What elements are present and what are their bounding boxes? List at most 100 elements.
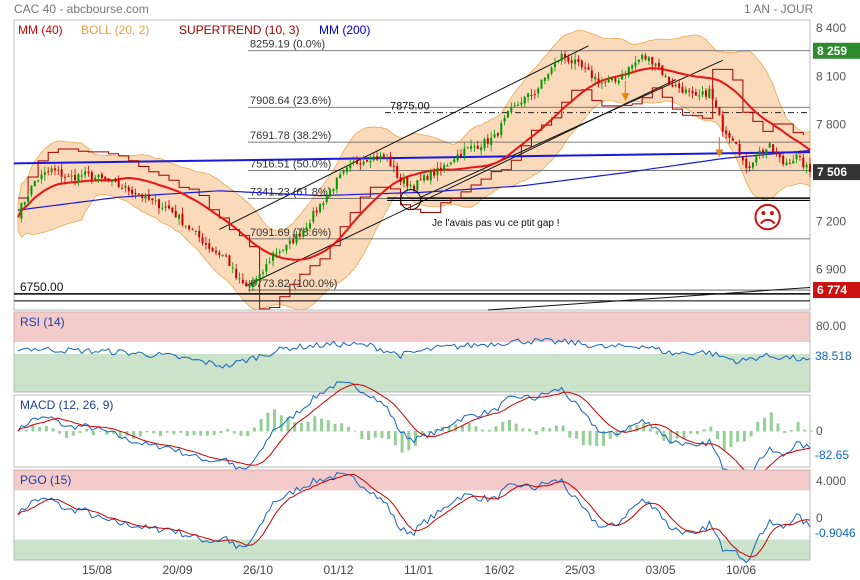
macd-histogram-bar (460, 425, 464, 432)
candle-body (584, 67, 587, 69)
candle-body (745, 158, 748, 168)
macd-histogram-bar (507, 419, 511, 432)
candle-body (735, 142, 738, 145)
macd-value: -82.65 (815, 448, 849, 462)
candle-body (540, 79, 543, 89)
candle-body (537, 88, 540, 94)
candle-body (295, 233, 298, 244)
macd-histogram-bar (541, 427, 545, 432)
candle-body (87, 171, 90, 174)
candle-body (50, 168, 53, 173)
candle-body (768, 143, 771, 148)
candle-body (600, 82, 603, 84)
macd-histogram-bar (145, 431, 149, 433)
candle-body (171, 207, 174, 213)
macd-histogram-bar (716, 431, 720, 440)
candle-body (456, 154, 459, 161)
macd-histogram-bar (346, 426, 350, 432)
macd-histogram-bar (554, 425, 558, 432)
candle-body (77, 174, 80, 182)
rsi-zone (14, 312, 810, 342)
macd-histogram-bar (239, 431, 243, 436)
legend-item-2: SUPERTREND (10, 3) (179, 23, 299, 37)
macd-histogram-bar (709, 426, 713, 432)
candle-body (211, 247, 214, 252)
candle-body (694, 92, 697, 96)
macd-histogram-bar (111, 431, 115, 434)
candle-body (661, 65, 664, 75)
candle-body (567, 56, 570, 62)
candle-body (329, 190, 332, 197)
candle-body (446, 165, 449, 167)
candle-body (500, 123, 503, 136)
candle-body (362, 161, 365, 165)
macd-histogram-bar (373, 431, 377, 438)
candle-body (470, 145, 473, 149)
candle-body (396, 166, 399, 178)
candle-body (30, 185, 33, 195)
candle-body (110, 180, 113, 182)
macd-histogram-bar (588, 431, 592, 446)
candle-body (379, 155, 382, 159)
candle-body (245, 282, 248, 287)
candle-body (483, 139, 486, 149)
candle-body (389, 156, 392, 167)
candle-body (94, 177, 97, 180)
macd-histogram-bar (447, 426, 451, 432)
price-tag-label-0: 8 259 (817, 44, 847, 58)
macd-histogram-bar (387, 431, 391, 440)
candle-body (198, 230, 201, 238)
x-tick-5: 16/02 (485, 563, 515, 577)
candle-body (610, 78, 614, 81)
candle-body (241, 279, 244, 284)
candle-body (486, 138, 489, 144)
x-tick-1: 20/09 (163, 563, 193, 577)
candle-body (416, 180, 419, 191)
candle-body (513, 105, 516, 107)
candle-body (412, 185, 416, 190)
macd-histogram-bar (380, 431, 384, 439)
candle-body (782, 155, 785, 165)
candle-body (429, 171, 432, 181)
gap-annotation: Je l'avais pas vu ce ptit gap ! (432, 218, 560, 229)
candle-body (527, 93, 530, 97)
candle-body (704, 90, 707, 97)
candle-body (788, 163, 791, 165)
candle-body (70, 175, 73, 177)
candle-body (238, 278, 241, 280)
macd-histogram-bar (615, 431, 619, 437)
candle-body (802, 157, 805, 168)
chart-period: 1 AN - JOUR (744, 2, 814, 16)
macd-histogram-bar (152, 431, 156, 434)
candle-body (137, 193, 140, 195)
macd-histogram-bar (407, 431, 411, 451)
candle-body (345, 167, 348, 173)
macd-histogram-bar (514, 423, 518, 432)
macd-histogram-bar (810, 430, 813, 432)
macd-histogram-bar (494, 426, 498, 432)
candle-body (302, 230, 305, 237)
candle-body (449, 162, 452, 165)
candle-body (355, 160, 358, 164)
pgo-zone (14, 470, 810, 491)
candle-body (510, 107, 513, 113)
x-tick-8: 10/06 (726, 563, 756, 577)
candle-body (547, 74, 550, 79)
candle-body (614, 78, 617, 82)
macd-histogram-bar (722, 431, 726, 452)
candle-body (765, 149, 768, 155)
candle-body (372, 156, 375, 161)
orange-arrow-head-1 (715, 149, 724, 158)
candle-body (668, 76, 671, 85)
macd-histogram-bar (185, 431, 189, 437)
candle-body (322, 203, 325, 206)
rsi-value-box (813, 348, 860, 364)
candle-body (436, 167, 439, 176)
macd-histogram-bar (158, 431, 162, 437)
macd-histogram-bar (353, 430, 357, 432)
chart-title: CAC 40 - abcbourse.com (14, 2, 149, 16)
candle-body (188, 225, 191, 230)
candle-body (255, 278, 258, 284)
macd-histogram-bar (521, 428, 525, 432)
macd-histogram-bar (78, 431, 82, 433)
